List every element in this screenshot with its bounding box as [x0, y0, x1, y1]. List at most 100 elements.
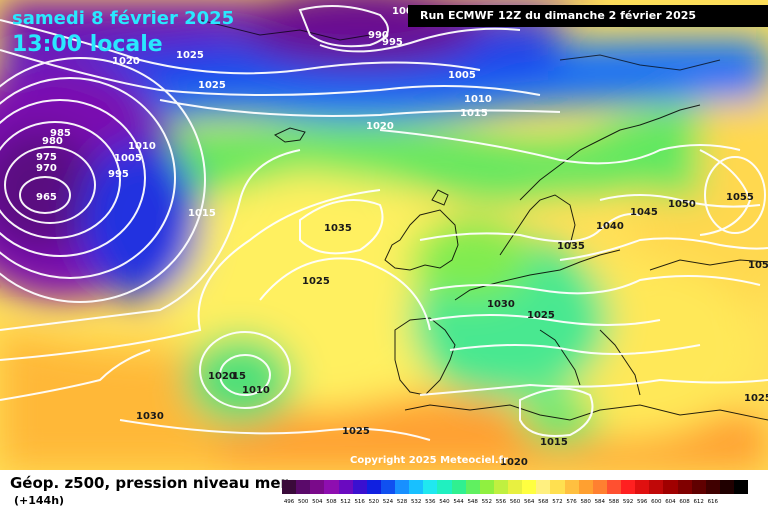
run-info: Run ECMWF 12Z du dimanche 2 février 2025	[408, 5, 768, 27]
color-scale-value: 556	[495, 499, 507, 505]
weather-map: 1020 1025 1025 990 995 1005 1010 1015 10…	[0, 0, 768, 470]
isobar-label: 1010	[128, 141, 156, 152]
isobar-label: 1055	[726, 192, 754, 203]
color-scale-value: 516	[354, 499, 365, 505]
color-scale	[282, 480, 749, 494]
color-scale-swatch	[479, 480, 494, 494]
color-scale-swatch	[691, 480, 706, 494]
color-scale-value: 604	[665, 499, 676, 505]
color-scale-value: 564	[523, 499, 535, 505]
color-scale-value: 540	[439, 499, 450, 505]
isobar-label: 1035	[324, 223, 352, 234]
isobar-label: 1040	[596, 221, 624, 232]
color-scale-swatch	[310, 480, 325, 494]
color-scale-value: 532	[410, 499, 422, 505]
isobar-label: 995	[382, 37, 403, 48]
color-scale-value: 576	[566, 499, 577, 505]
isobar-label: 1015	[188, 208, 216, 219]
color-scale-value: 552	[481, 499, 493, 505]
color-scale-value: 548	[467, 499, 478, 505]
isobar-label: 1015	[460, 108, 488, 119]
isobar-label: 1045	[630, 207, 658, 218]
color-scale-value: 572	[552, 499, 563, 505]
forecast-date: samedi 8 février 2025	[12, 8, 235, 29]
isobar-label: 1010	[464, 94, 492, 105]
isobar-label: 1030	[487, 299, 515, 310]
color-scale-swatch	[508, 480, 523, 494]
isobar-label: 1050	[668, 199, 696, 210]
isobar-label: 1010	[242, 385, 270, 396]
color-scale-swatch	[734, 480, 749, 494]
isobar-label: 1020	[500, 457, 528, 468]
color-scale-value: 520	[368, 499, 380, 505]
isobar-label: 1005	[448, 70, 476, 81]
isobar-label: 1025	[198, 80, 226, 91]
isobar-label: 1020	[366, 121, 394, 132]
isobar-label: 105	[748, 260, 768, 271]
legend-title: Géop. z500, pression niveau mer	[10, 474, 288, 492]
color-scale-value: 596	[636, 499, 648, 505]
color-scale-swatch	[493, 480, 508, 494]
color-scale-value: 608	[679, 499, 690, 505]
color-scale-swatch	[606, 480, 621, 494]
color-scale-swatch	[409, 480, 424, 494]
color-scale-swatch	[451, 480, 466, 494]
isobar-label: 980	[42, 136, 63, 147]
color-scale-swatch	[338, 480, 353, 494]
forecast-time: 13:00 locale	[12, 32, 163, 57]
color-scale-value: 504	[312, 499, 323, 505]
color-scale-value	[720, 499, 734, 509]
color-scale-swatch	[649, 480, 664, 494]
isobar-label: 1015	[540, 437, 568, 448]
isobar-label: 1005	[114, 153, 142, 164]
color-scale-value: 512	[340, 499, 351, 505]
color-scale-value: 544	[453, 499, 464, 505]
color-scale-swatch	[380, 480, 395, 494]
color-scale-value: 584	[594, 499, 606, 505]
color-scale-value: 496	[283, 499, 295, 505]
color-scale-value: 580	[580, 499, 591, 505]
color-scale-value: 536	[425, 499, 436, 505]
isobar-label: 975	[36, 152, 57, 163]
isobar-label: 1020	[208, 371, 236, 382]
color-scale-swatch	[635, 480, 650, 494]
color-scale-labels: 496 500 504 508 512 516 520 524 528 532 536 540 544 5…	[282, 499, 748, 509]
copyright: Copyright 2025 Meteociel.fr	[350, 455, 508, 466]
color-scale-swatch	[437, 480, 452, 494]
color-scale-swatch	[550, 480, 565, 494]
isobar-label: 965	[36, 192, 57, 203]
isobar-label: 15	[232, 371, 246, 382]
color-scale-swatch	[677, 480, 692, 494]
isobar-label: 100	[392, 6, 413, 17]
color-scale-value: 500	[297, 499, 309, 505]
color-scale-swatch	[324, 480, 339, 494]
legend-subtitle: (+144h)	[14, 494, 65, 507]
color-scale-value: 612	[693, 499, 704, 505]
color-scale-swatch	[663, 480, 678, 494]
color-scale-swatch	[296, 480, 311, 494]
color-scale-swatch	[465, 480, 480, 494]
isobar-label: 1035	[557, 241, 585, 252]
color-scale-swatch	[592, 480, 607, 494]
color-scale-swatch	[395, 480, 410, 494]
color-scale-value: 524	[382, 499, 394, 505]
isobar-label: 1030	[136, 411, 164, 422]
color-scale-swatch	[719, 480, 734, 494]
color-scale-swatch	[621, 480, 636, 494]
isobar-label: 1025	[342, 426, 370, 437]
color-scale-value: 528	[396, 499, 408, 505]
color-scale-swatch	[522, 480, 537, 494]
isobar-label: 995	[108, 169, 129, 180]
color-scale-swatch	[352, 480, 367, 494]
isobar-label: 1025	[176, 50, 204, 61]
color-scale-value	[734, 499, 748, 509]
color-scale-value: 600	[651, 499, 662, 505]
color-scale-value: 616	[707, 499, 719, 505]
isobar-label: 1025	[302, 276, 330, 287]
color-scale-value: 592	[622, 499, 634, 505]
isobar-label: 1025	[527, 310, 555, 321]
color-scale-value: 588	[608, 499, 620, 505]
color-scale-value: 568	[538, 499, 549, 505]
isobar-label: 990	[368, 30, 389, 41]
isobar-label: 1020	[112, 56, 140, 67]
